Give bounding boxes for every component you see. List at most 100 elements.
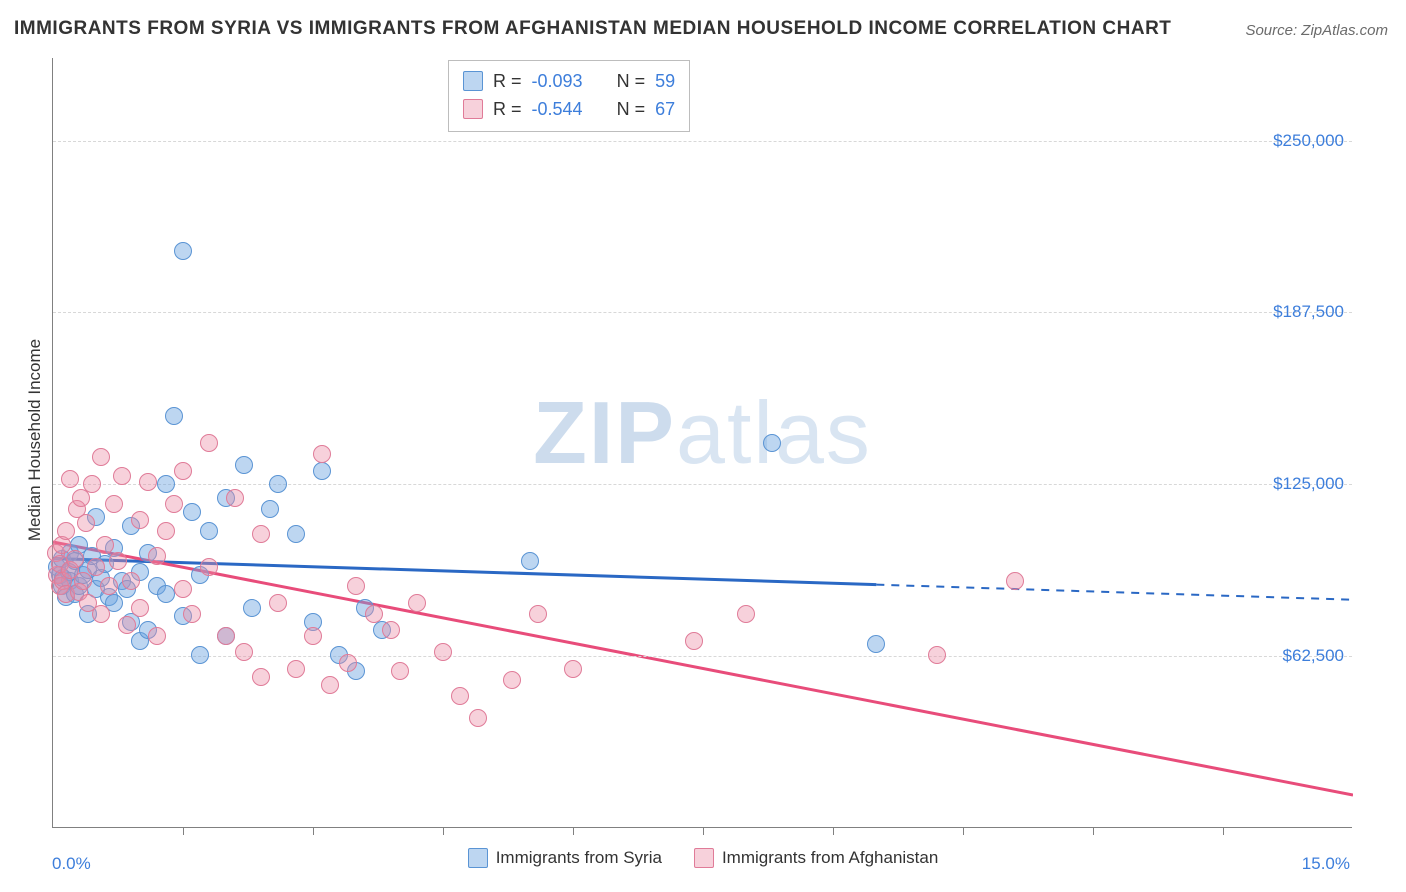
stat-n-value: 67 [655,95,675,123]
scatter-point [261,500,279,518]
scatter-point [391,662,409,680]
scatter-point [148,547,166,565]
scatter-point [148,627,166,645]
scatter-point [269,475,287,493]
chart-title: IMMIGRANTS FROM SYRIA VS IMMIGRANTS FROM… [14,18,1171,40]
scatter-point [217,627,235,645]
gridline [53,484,1352,485]
series-swatch [694,848,714,868]
scatter-point [313,445,331,463]
y-tick-label: $62,500 [1283,646,1344,666]
scatter-point [122,572,140,590]
scatter-point [685,632,703,650]
scatter-point [66,550,84,568]
scatter-point [109,552,127,570]
scatter-point [529,605,547,623]
scatter-point [287,660,305,678]
scatter-point [521,552,539,570]
scatter-point [365,605,383,623]
scatter-point [183,503,201,521]
scatter-point [339,654,357,672]
scatter-point [57,522,75,540]
source-attribution: Source: ZipAtlas.com [1245,22,1388,39]
scatter-point [737,605,755,623]
stat-n-label: N = [617,95,646,123]
series-legend: Immigrants from SyriaImmigrants from Afg… [0,848,1406,868]
series-swatch [463,71,483,91]
scatter-point [434,643,452,661]
stat-r-label: R = [493,67,522,95]
scatter-point [200,434,218,452]
gridline [53,141,1352,142]
y-tick-label: $187,500 [1273,302,1344,322]
scatter-point [96,536,114,554]
scatter-point [763,434,781,452]
scatter-point [92,605,110,623]
scatter-point [118,616,136,634]
scatter-point [313,462,331,480]
scatter-point [252,668,270,686]
scatter-point [451,687,469,705]
regression-lines [53,58,1353,828]
scatter-point [191,646,209,664]
scatter-point [100,577,118,595]
legend-item: Immigrants from Afghanistan [694,848,938,868]
scatter-point [87,558,105,576]
stat-n-value: 59 [655,67,675,95]
scatter-point [252,525,270,543]
scatter-point [113,467,131,485]
scatter-point [321,676,339,694]
gridline [53,312,1352,313]
scatter-point [61,470,79,488]
scatter-point [200,522,218,540]
stat-r-value: -0.544 [532,95,583,123]
scatter-point [347,577,365,595]
scatter-point [92,448,110,466]
scatter-point [408,594,426,612]
scatter-point [157,475,175,493]
plot-area: ZIPatlas $62,500$125,000$187,500$250,000 [52,58,1352,828]
x-tick [313,827,314,835]
scatter-point [139,473,157,491]
scatter-point [165,495,183,513]
y-axis-label: Median Household Income [25,325,45,555]
scatter-point [226,489,244,507]
scatter-point [235,643,253,661]
x-tick [833,827,834,835]
legend-label: Immigrants from Afghanistan [722,848,938,868]
x-tick [1223,827,1224,835]
scatter-point [174,462,192,480]
scatter-point [287,525,305,543]
stat-n-label: N = [617,67,646,95]
scatter-point [269,594,287,612]
scatter-point [469,709,487,727]
scatter-point [77,514,95,532]
stat-r-label: R = [493,95,522,123]
scatter-point [235,456,253,474]
y-tick-label: $125,000 [1273,474,1344,494]
x-tick [963,827,964,835]
scatter-point [157,585,175,603]
scatter-point [157,522,175,540]
x-tick [443,827,444,835]
regression-line-extrapolated [876,585,1353,600]
series-swatch [468,848,488,868]
scatter-point [105,495,123,513]
scatter-point [131,511,149,529]
series-swatch [463,99,483,119]
scatter-point [928,646,946,664]
x-tick [1093,827,1094,835]
scatter-point [243,599,261,617]
scatter-point [200,558,218,576]
scatter-point [74,572,92,590]
stats-row: R = -0.093 N = 59 [463,67,675,95]
scatter-point [174,580,192,598]
scatter-point [382,621,400,639]
scatter-point [183,605,201,623]
scatter-point [304,627,322,645]
scatter-point [1006,572,1024,590]
scatter-point [564,660,582,678]
scatter-point [131,599,149,617]
stat-r-value: -0.093 [532,67,583,95]
x-tick [703,827,704,835]
